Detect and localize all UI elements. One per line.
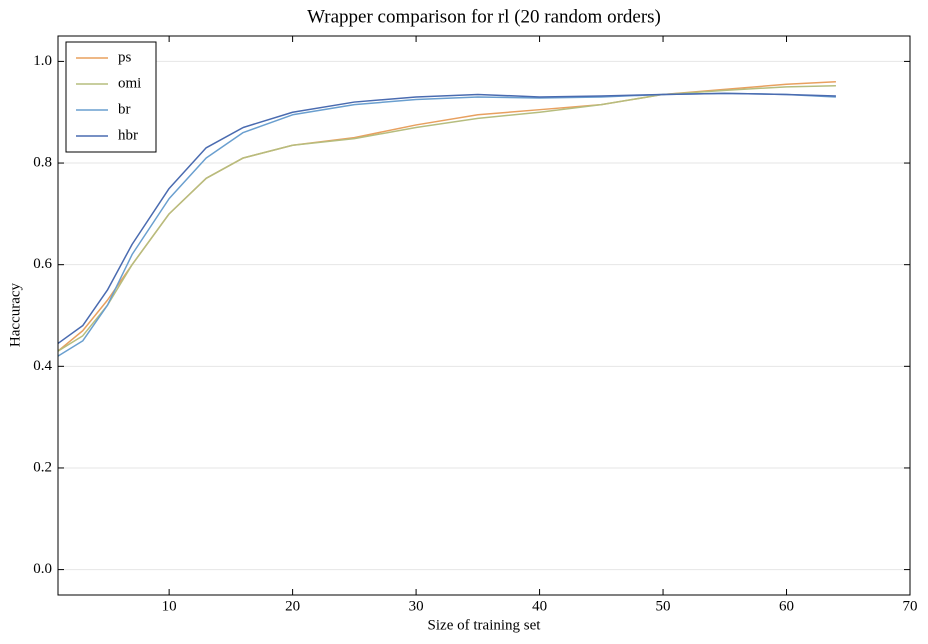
legend-label: hbr [118,127,138,143]
y-tick-label: 0.8 [33,154,52,170]
x-tick-label: 50 [656,598,671,614]
x-tick-label: 40 [532,598,547,614]
x-axis-label: Size of training set [428,617,542,633]
x-tick-label: 30 [409,598,424,614]
y-tick-label: 0.0 [33,561,52,577]
x-tick-label: 70 [903,598,918,614]
y-tick-label: 0.4 [33,358,52,374]
x-tick-label: 60 [779,598,794,614]
legend-label: omi [118,75,141,91]
line-series [57,92,836,345]
legend-label: br [118,101,131,117]
y-tick-label: 0.2 [33,459,52,475]
chart-title: Wrapper comparison for rl (20 random ord… [307,6,661,27]
line-series [57,92,836,357]
x-tick-label: 10 [162,598,177,614]
x-tick-label: 20 [285,598,300,614]
legend-label: ps [118,49,132,65]
plot-frame [57,35,911,596]
y-tick-label: 0.6 [33,256,52,272]
y-axis-label: Haccuracy [7,282,23,347]
legend-box [65,41,157,153]
y-tick-label: 1.0 [33,53,52,69]
line-series [57,85,836,352]
line-series [57,80,836,352]
